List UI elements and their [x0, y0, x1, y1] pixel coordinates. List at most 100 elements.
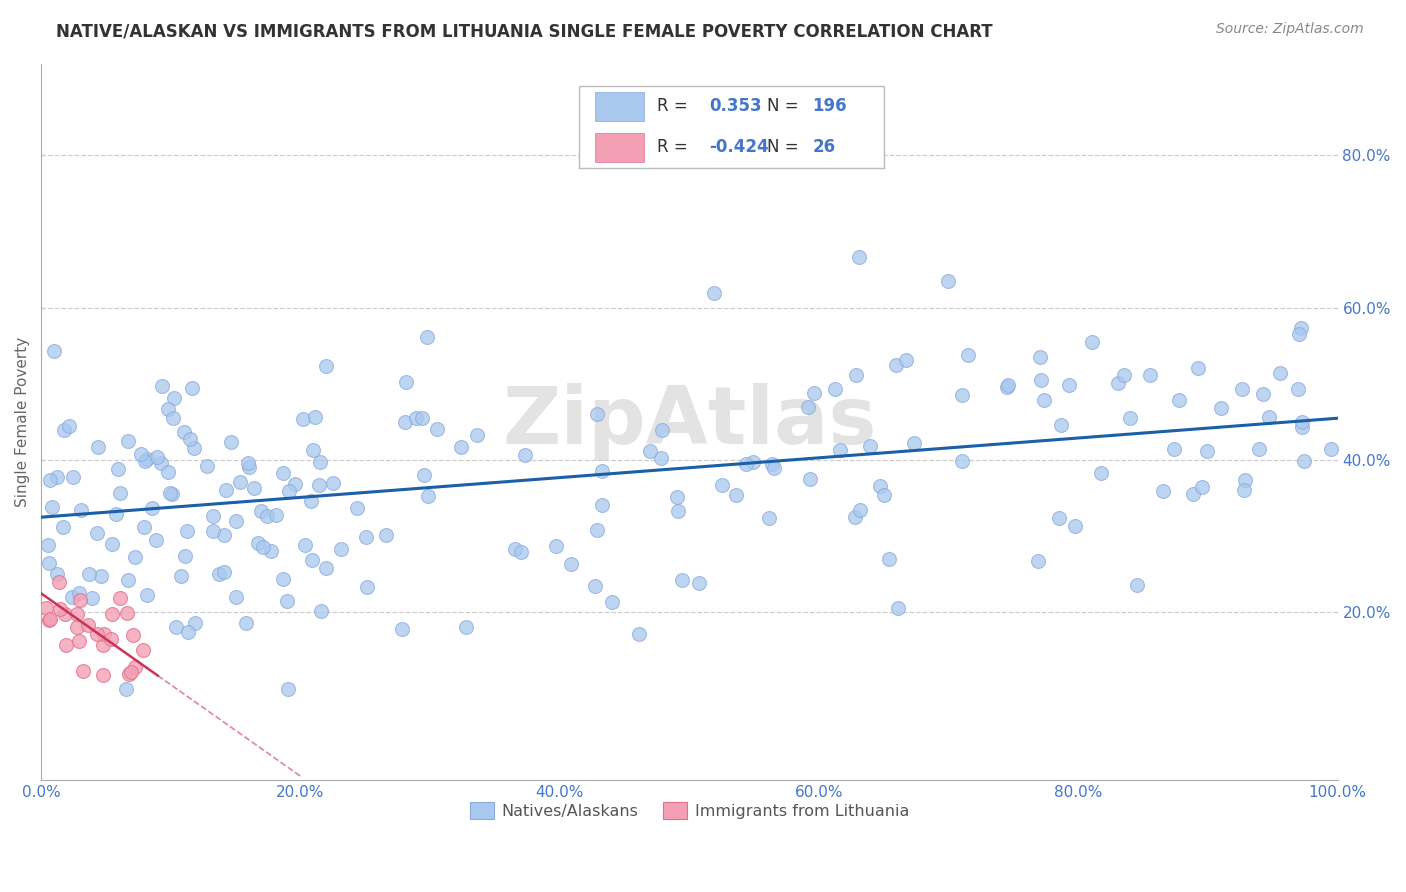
Point: [1152, 483, 1174, 498]
Point: [1195, 444, 1218, 458]
Point: [252, 540, 274, 554]
Y-axis label: Single Female Poverty: Single Female Poverty: [15, 337, 30, 508]
Point: [1251, 387, 1274, 401]
Point: [995, 380, 1018, 394]
Point: [105, 507, 128, 521]
Point: [1080, 334, 1102, 349]
Point: [763, 460, 786, 475]
Point: [134, 453, 156, 467]
Point: [627, 627, 650, 641]
Point: [86, 526, 108, 541]
Point: [86, 627, 108, 641]
Point: [651, 423, 673, 437]
Point: [354, 530, 377, 544]
Point: [513, 448, 536, 462]
Point: [894, 352, 917, 367]
Point: [264, 508, 287, 522]
Point: [195, 458, 218, 473]
Text: R =: R =: [657, 97, 688, 115]
Point: [124, 550, 146, 565]
Point: [291, 412, 314, 426]
Point: [413, 468, 436, 483]
Text: ZipAtlas: ZipAtlas: [502, 383, 876, 461]
Point: [117, 573, 139, 587]
Point: [48, 575, 70, 590]
Point: [101, 537, 124, 551]
Point: [395, 375, 418, 389]
Point: [100, 607, 122, 621]
Point: [52, 520, 75, 534]
Point: [108, 486, 131, 500]
Point: [884, 358, 907, 372]
Point: [214, 565, 236, 579]
Point: [803, 386, 825, 401]
Point: [375, 528, 398, 542]
Point: [505, 542, 527, 557]
Point: [1139, 368, 1161, 382]
Point: [66, 620, 89, 634]
Point: [141, 501, 163, 516]
Point: [219, 435, 242, 450]
Legend: Natives/Alaskans, Immigrants from Lithuania: Natives/Alaskans, Immigrants from Lithua…: [464, 796, 915, 826]
Point: [66, 607, 89, 622]
Point: [688, 576, 710, 591]
Point: [724, 488, 747, 502]
Point: [758, 511, 780, 525]
Point: [830, 442, 852, 457]
Point: [849, 502, 872, 516]
Point: [1125, 577, 1147, 591]
Point: [710, 478, 733, 492]
Point: [55, 638, 77, 652]
Point: [243, 481, 266, 495]
Point: [176, 524, 198, 538]
Point: [301, 553, 323, 567]
Point: [278, 484, 301, 499]
Point: [509, 545, 531, 559]
Point: [638, 444, 661, 458]
Point: [39, 612, 62, 626]
Point: [134, 519, 156, 533]
Point: [591, 498, 613, 512]
Point: [156, 465, 179, 479]
Point: [1167, 393, 1189, 408]
Point: [82, 591, 104, 605]
Text: -0.424: -0.424: [709, 138, 769, 156]
Point: [236, 456, 259, 470]
Point: [315, 359, 337, 373]
Point: [416, 489, 439, 503]
Point: [735, 457, 758, 471]
Point: [247, 536, 270, 550]
Point: [107, 462, 129, 476]
Point: [215, 483, 238, 498]
Point: [115, 681, 138, 696]
Point: [1319, 442, 1341, 457]
Point: [100, 632, 122, 646]
Point: [877, 551, 900, 566]
Point: [152, 378, 174, 392]
Point: [454, 620, 477, 634]
Point: [120, 665, 142, 679]
Point: [936, 274, 959, 288]
Point: [465, 428, 488, 442]
Point: [173, 549, 195, 563]
Point: [115, 606, 138, 620]
Point: [37, 538, 59, 552]
Point: [1063, 518, 1085, 533]
Text: NATIVE/ALASKAN VS IMMIGRANTS FROM LITHUANIA SINGLE FEMALE POVERTY CORRELATION CH: NATIVE/ALASKAN VS IMMIGRANTS FROM LITHUA…: [56, 22, 993, 40]
Point: [411, 411, 433, 425]
Point: [799, 472, 821, 486]
Point: [308, 454, 330, 468]
Point: [67, 634, 90, 648]
Point: [956, 349, 979, 363]
Point: [124, 660, 146, 674]
Point: [859, 439, 882, 453]
Point: [703, 285, 725, 300]
Point: [208, 566, 231, 581]
Point: [160, 487, 183, 501]
Point: [38, 614, 60, 628]
Point: [1291, 415, 1313, 429]
Point: [869, 479, 891, 493]
Point: [560, 557, 582, 571]
Point: [58, 418, 80, 433]
Point: [212, 528, 235, 542]
